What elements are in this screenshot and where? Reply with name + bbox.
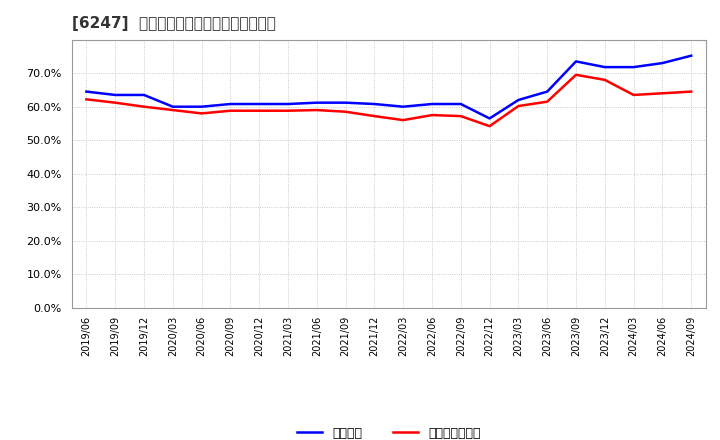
固定比率 xyxy=(485,116,494,121)
固定比率 xyxy=(111,92,120,98)
固定長期適合率 xyxy=(600,77,609,82)
固定長期適合率 xyxy=(255,108,264,114)
Legend: 固定比率, 固定長期適合率: 固定比率, 固定長期適合率 xyxy=(297,427,481,440)
固定比率 xyxy=(312,100,321,105)
固定長期適合率 xyxy=(456,114,465,119)
固定比率 xyxy=(456,101,465,106)
固定比率 xyxy=(572,59,580,64)
固定長期適合率 xyxy=(168,107,177,113)
Line: 固定比率: 固定比率 xyxy=(86,56,691,118)
固定長期適合率 xyxy=(226,108,235,114)
固定長期適合率 xyxy=(197,111,206,116)
固定比率 xyxy=(399,104,408,109)
固定長期適合率 xyxy=(370,114,379,119)
固定比率 xyxy=(687,53,696,59)
固定長期適合率 xyxy=(658,91,667,96)
固定長期適合率 xyxy=(399,117,408,123)
固定比率 xyxy=(543,89,552,94)
固定比率 xyxy=(600,65,609,70)
固定長期適合率 xyxy=(341,109,350,114)
固定比率 xyxy=(428,101,436,106)
固定長期適合率 xyxy=(140,104,148,109)
固定比率 xyxy=(370,101,379,106)
固定比率 xyxy=(629,65,638,70)
Line: 固定長期適合率: 固定長期適合率 xyxy=(86,75,691,126)
固定比率 xyxy=(255,101,264,106)
固定長期適合率 xyxy=(485,124,494,129)
固定比率 xyxy=(140,92,148,98)
固定長期適合率 xyxy=(284,108,292,114)
固定比率 xyxy=(82,89,91,94)
固定長期適合率 xyxy=(687,89,696,94)
Text: [6247]  固定比率、固定長期適合率の推移: [6247] 固定比率、固定長期適合率の推移 xyxy=(72,16,276,32)
固定長期適合率 xyxy=(111,100,120,105)
固定長期適合率 xyxy=(82,97,91,102)
固定長期適合率 xyxy=(543,99,552,104)
固定比率 xyxy=(197,104,206,109)
固定長期適合率 xyxy=(514,103,523,109)
固定比率 xyxy=(514,97,523,103)
固定比率 xyxy=(168,104,177,109)
固定比率 xyxy=(341,100,350,105)
固定長期適合率 xyxy=(428,113,436,118)
固定比率 xyxy=(284,101,292,106)
固定長期適合率 xyxy=(629,92,638,98)
固定比率 xyxy=(658,60,667,66)
固定長期適合率 xyxy=(572,72,580,77)
固定比率 xyxy=(226,101,235,106)
固定長期適合率 xyxy=(312,107,321,113)
